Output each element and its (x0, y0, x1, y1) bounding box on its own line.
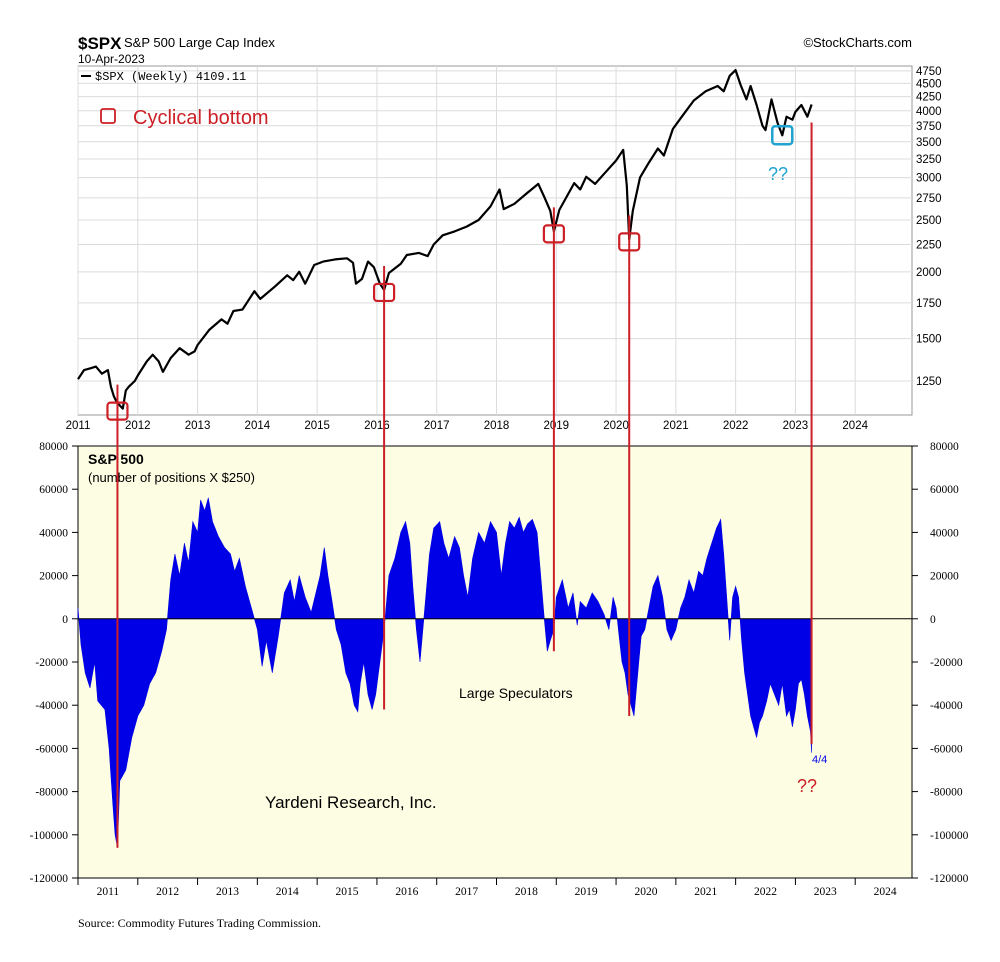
cot-y-tick-label-left: -60000 (35, 743, 68, 755)
header-name: S&P 500 Large Cap Index (124, 35, 275, 50)
header-source: ©StockCharts.com (803, 35, 912, 50)
large-speculators-area (77, 497, 812, 848)
price-x-tick-label: 2017 (424, 420, 450, 432)
cot-y-tick-label-left: -80000 (35, 787, 68, 799)
price-x-tick-label: 2012 (125, 420, 151, 432)
price-y-tick-label: 2250 (916, 239, 942, 251)
cot-y-tick-label-left: -20000 (35, 657, 68, 669)
cot-x-tick-label: 2015 (336, 886, 359, 898)
cot-y-tick-label-left: -120000 (30, 873, 69, 885)
cot-y-tick-label-right: -40000 (930, 700, 963, 712)
header-symbol: $SPX (78, 34, 122, 53)
cot-y-tick-label-right: 20000 (930, 571, 959, 583)
spx-price-line (77, 69, 813, 410)
cyclical-bottom-connectors (116, 122, 813, 848)
price-x-tick-label: 2013 (185, 420, 211, 432)
price-x-tick-label: 2018 (484, 420, 510, 432)
price-y-tick-label: 4250 (916, 92, 942, 104)
price-x-tick-label: 2019 (543, 420, 569, 432)
price-y-tick-label: 4750 (916, 66, 942, 78)
price-x-tick-label: 2023 (783, 420, 809, 432)
cot-y-tick-label-left: 40000 (39, 527, 68, 539)
price-y-tick-label: 3500 (916, 137, 942, 149)
cot-y-tick-label-right: 40000 (930, 527, 959, 539)
cot-y-tick-label-left: -40000 (35, 700, 68, 712)
price-y-tick-label: 1250 (916, 376, 942, 388)
price-y-tick-label: 3250 (916, 154, 942, 166)
cyclical-bottom-label: Cyclical bottom (133, 107, 269, 129)
cot-y-tick-label-right: -60000 (930, 743, 963, 755)
cot-x-axis: 2011 2012 2013 2014 2015 2016 2017 2018 2019 2020… (77, 878, 897, 898)
last-value-label: 4/4 (812, 754, 827, 766)
cot-y-tick-label-left: 80000 (39, 441, 68, 453)
price-x-tick-label: 2022 (723, 420, 749, 432)
cot-y-tick-label-right: -120000 (930, 873, 969, 885)
price-x-tick-label: 2015 (304, 420, 330, 432)
header-date: 10-Apr-2023 (78, 52, 145, 66)
price-y-tick-label: 4000 (916, 106, 942, 118)
cot-y-tick-label-left: 0 (62, 614, 68, 626)
cot-y-tick-label-right: 0 (930, 614, 936, 626)
cot-y-tick-label-right: 60000 (930, 484, 959, 496)
cot-x-tick-label: 2017 (455, 886, 478, 898)
price-y-tick-label: 2500 (916, 215, 942, 227)
price-y-tick-label: 3750 (916, 121, 942, 133)
cyclical-bottom-box (542, 224, 565, 244)
cyclical-bottom-box (618, 232, 641, 252)
cot-x-tick-label: 2014 (276, 886, 299, 898)
cot-y-tick-label-left: 20000 (39, 571, 68, 583)
cyclical-bottom-box (106, 401, 129, 421)
cot-x-tick-label: 2022 (754, 886, 777, 898)
cot-title: S&P 500 (88, 451, 144, 467)
cot-y-tick-label-left: 60000 (39, 484, 68, 496)
price-x-axis: 2011 2012 2013 2014 2015 2016 2017 2018 2019 2020… (66, 420, 869, 432)
cot-y-tick-label-right: -100000 (930, 830, 969, 842)
price-y-tick-label: 2750 (916, 193, 942, 205)
cot-x-tick-label: 2012 (156, 886, 179, 898)
cot-x-tick-label: 2020 (634, 886, 657, 898)
large-speculators-label: Large Speculators (459, 685, 573, 701)
price-y-tick-label: 1500 (916, 334, 942, 346)
cot-x-tick-label: 2018 (515, 886, 538, 898)
cot-x-tick-label: 2013 (216, 886, 239, 898)
cot-subtitle: (number of positions X $250) (88, 470, 255, 485)
cot-x-tick-label: 2011 (97, 886, 120, 898)
price-x-tick-label: 2020 (603, 420, 629, 432)
price-x-tick-label: 2016 (364, 420, 390, 432)
cot-x-tick-label: 2019 (575, 886, 598, 898)
cot-y-axis: 80000 80000 60000 60000 40000 40000 20000 20000… (30, 441, 969, 885)
cot-y-tick-label-right: -20000 (930, 657, 963, 669)
price-y-tick-label: 3000 (916, 173, 942, 185)
cot-question: ?? (797, 776, 817, 796)
cot-y-tick-label-right: -80000 (930, 787, 963, 799)
price-x-tick-label: 2014 (245, 420, 271, 432)
cot-x-tick-label: 2024 (874, 886, 897, 898)
footer-source: Source: Commodity Futures Trading Commis… (78, 916, 321, 930)
legend-label: $SPX (Weekly) 4109.11 (95, 70, 246, 84)
cyclical-bottom-box (372, 282, 396, 303)
cot-x-tick-label: 2021 (694, 886, 717, 898)
cot-y-tick-label-right: 80000 (930, 441, 959, 453)
price-plot-area (77, 65, 913, 416)
price-x-tick-label: 2024 (842, 420, 868, 432)
cot-y-tick-label-left: -100000 (30, 830, 69, 842)
possible-bottom-question: ?? (768, 164, 788, 184)
price-y-tick-label: 2000 (916, 267, 942, 279)
cot-x-tick-label: 2016 (395, 886, 418, 898)
cyclical-bottom-markers (106, 224, 641, 421)
price-y-tick-label: 1750 (916, 298, 942, 310)
yardeni-label: Yardeni Research, Inc. (265, 793, 437, 812)
cyclical-bottom-legend-box (100, 108, 116, 124)
possible-bottom-marker (771, 125, 794, 146)
price-y-tick-label: 4500 (916, 78, 942, 90)
cot-x-tick-label: 2023 (814, 886, 837, 898)
price-x-tick-label: 2011 (66, 420, 91, 432)
price-x-tick-label: 2021 (663, 420, 689, 432)
